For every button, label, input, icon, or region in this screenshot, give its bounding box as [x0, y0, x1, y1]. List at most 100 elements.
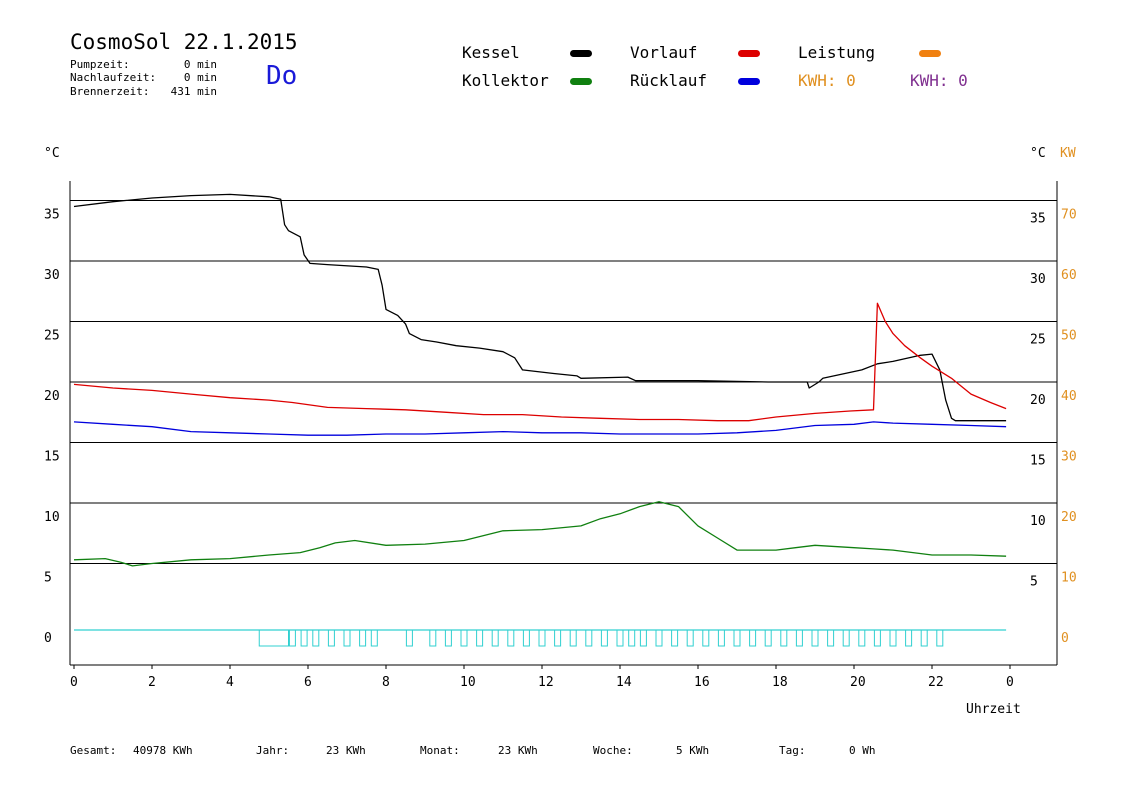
pump-pulse-35 [842, 629, 850, 647]
stat-label-pumpzeit: Pumpzeit: [70, 58, 130, 71]
footer-label-gesamt: Gesamt: [70, 744, 117, 757]
pump-pulse-17 [569, 629, 577, 647]
pump-pulse-3 [327, 629, 335, 647]
y-tick-right-kw-10: 10 [1061, 571, 1077, 586]
pump-pulse-37 [873, 629, 881, 647]
x-tick-10: 20 [850, 675, 866, 690]
pump-pulse-27 [717, 629, 725, 647]
stat-label-brennerzeit: Brennerzeit: [70, 85, 150, 98]
series-line-vorlauf [73, 302, 1007, 422]
footer-label-tag: Tag: [779, 744, 806, 757]
pump-pulse-24 [671, 629, 679, 647]
pump-pulse-10 [460, 629, 468, 647]
y-tick-right-kw-20: 20 [1061, 510, 1077, 525]
footer-value-gesamt: 40978 KWh [133, 744, 193, 757]
y-tick-right-c-25: 25 [1030, 333, 1046, 348]
pump-pulse-14 [522, 629, 530, 647]
legend-swatch-kessel [570, 50, 592, 57]
y-tick-right-c-10: 10 [1030, 514, 1046, 529]
pump-pulse-15 [538, 629, 546, 647]
pump-pulse-12 [491, 629, 499, 647]
y-tick-left-25: 25 [44, 329, 60, 344]
pump-pulse-7 [405, 629, 413, 647]
legend-label-vorlauf: Vorlauf [630, 43, 698, 62]
legend-swatch-leistung [919, 50, 941, 57]
y-tick-right-kw-60: 60 [1061, 268, 1077, 283]
series-line-ruecklauf [73, 421, 1007, 436]
stat-value-brennerzeit: 431 min [170, 85, 217, 98]
x-tick-7: 14 [616, 675, 632, 690]
pump-pulse-6 [370, 629, 378, 647]
legend-label-kollektor: Kollektor [462, 71, 549, 90]
pump-pulse-0 [288, 629, 296, 647]
pump-pulse-31 [780, 629, 788, 647]
footer-value-jahr: 23 KWh [326, 744, 366, 757]
series-line-kollektor [73, 501, 1007, 567]
y-tick-left-10: 10 [44, 510, 60, 525]
y-tick-left-35: 35 [44, 208, 60, 223]
y-tick-right-kw-70: 70 [1061, 208, 1077, 223]
x-tick-2: 4 [226, 675, 234, 690]
y-tick-right-c-5: 5 [1030, 575, 1038, 590]
y-tick-right-c-35: 35 [1030, 212, 1046, 227]
x-tick-9: 18 [772, 675, 788, 690]
pump-pulse-2 [312, 629, 320, 647]
y-tick-left-15: 15 [44, 450, 60, 465]
pump-pulse-13 [507, 629, 515, 647]
pump-pulse-9 [444, 629, 452, 647]
pump-pulse-40 [920, 629, 928, 647]
pump-pulse-16 [554, 629, 562, 647]
stat-label-nachlaufzeit: Nachlaufzeit: [70, 71, 157, 84]
pump-pulse-8 [429, 629, 437, 647]
pump-pulse-11 [476, 629, 484, 647]
footer-value-monat: 23 KWh [498, 744, 538, 757]
pump-pulse-4 [343, 629, 351, 647]
pump-pulse-29 [749, 629, 757, 647]
x-tick-8: 16 [694, 675, 710, 690]
pump-pulse-34 [827, 629, 835, 647]
y-tick-right-c-15: 15 [1030, 454, 1046, 469]
pump-block [258, 629, 289, 647]
y-tick-left-5: 5 [44, 571, 52, 586]
pump-pulse-18 [585, 629, 593, 647]
legend-swatch-vorlauf [738, 50, 760, 57]
pump-pulse-30 [764, 629, 772, 647]
pump-pulse-36 [858, 629, 866, 647]
legend-label-leistung: Leistung [798, 43, 876, 62]
x-tick-1: 2 [148, 675, 156, 690]
pump-pulse-22 [639, 629, 647, 647]
pump-pulse-1 [300, 629, 308, 647]
pump-pulse-38 [889, 629, 897, 647]
weekday-label: Do [266, 61, 298, 91]
y-tick-right-c-20: 20 [1030, 393, 1046, 408]
pump-pulse-26 [702, 629, 710, 647]
pump-pulse-20 [616, 629, 624, 647]
footer-label-monat: Monat: [420, 744, 460, 757]
footer-value-woche: 5 KWh [676, 744, 710, 757]
pump-pulse-32 [795, 629, 803, 647]
x-tick-0: 0 [70, 675, 78, 690]
legend-swatch-kollektor [570, 78, 592, 85]
pump-pulse-39 [905, 629, 913, 647]
kwh-total-orange: KWH: 0 [798, 71, 856, 90]
y-tick-left-0: 0 [44, 631, 52, 646]
stat-value-nachlaufzeit: 0 min [183, 71, 217, 84]
right-axis-unit-celsius: °C [1030, 146, 1046, 161]
x-axis-label: Uhrzeit [966, 702, 1021, 717]
y-tick-left-30: 30 [44, 268, 60, 283]
pump-pulse-5 [359, 629, 367, 647]
footer-label-jahr: Jahr: [256, 744, 290, 757]
right-axis-unit-kw: KW [1060, 146, 1076, 161]
footer-value-tag: 0 Wh [849, 744, 876, 757]
legend-label-ruecklauf: Rücklauf [630, 71, 708, 90]
pump-pulse-41 [936, 629, 944, 647]
legend-swatch-ruecklauf [738, 78, 760, 85]
y-tick-right-kw-30: 30 [1061, 450, 1077, 465]
pump-pulse-23 [655, 629, 663, 647]
legend-label-kessel: Kessel [462, 43, 520, 62]
pump-pulse-33 [811, 629, 819, 647]
pump-pulse-25 [686, 629, 694, 647]
chart-title: CosmoSol 22.1.2015 [70, 30, 298, 54]
x-tick-11: 22 [928, 675, 944, 690]
